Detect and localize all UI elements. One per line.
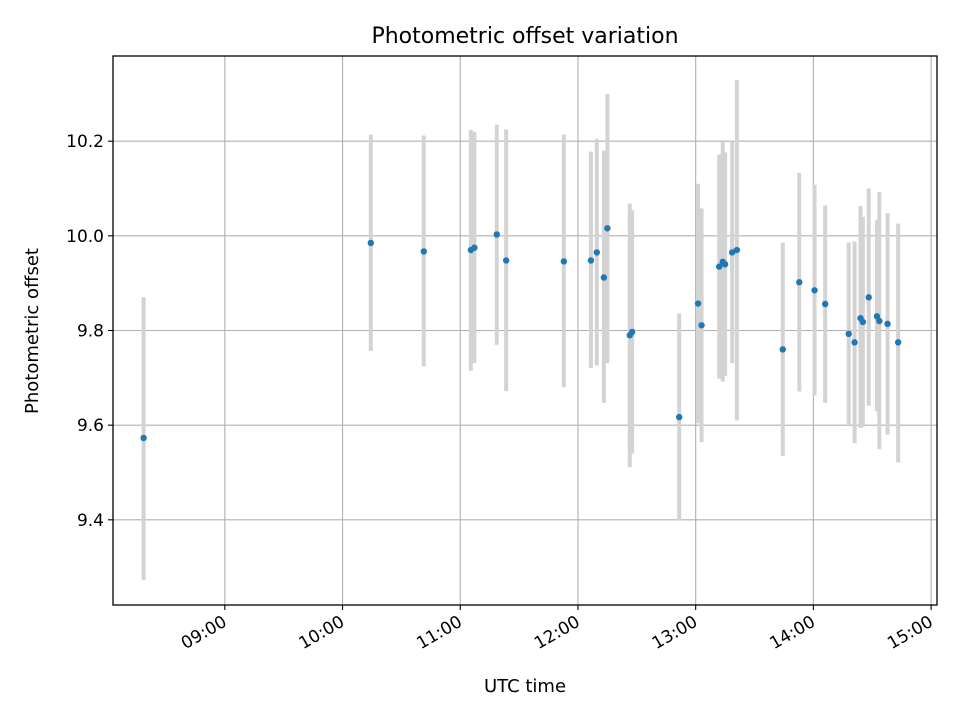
data-point — [821, 300, 829, 308]
data-point — [779, 346, 786, 353]
data-point — [733, 246, 741, 254]
data-points — [140, 225, 902, 442]
data-point — [560, 258, 568, 265]
data-point — [587, 257, 595, 264]
data-point — [873, 313, 881, 320]
data-point — [796, 279, 803, 286]
x-axis-label: UTC time — [484, 676, 566, 697]
data-point — [420, 248, 427, 255]
data-point — [502, 257, 510, 264]
data-point — [845, 330, 852, 338]
data-point — [140, 434, 147, 442]
data-point — [811, 287, 818, 294]
data-point — [604, 225, 611, 232]
data-point — [721, 261, 729, 268]
data-point — [894, 339, 902, 346]
data-point — [876, 317, 883, 325]
data-point — [851, 339, 858, 346]
data-point — [694, 300, 702, 307]
data-point — [859, 318, 867, 326]
y-tick-label: 9.8 — [77, 322, 104, 342]
chart-title: Photometric offset variation — [371, 24, 678, 49]
data-point — [676, 413, 683, 421]
y-tick-label: 10.2 — [66, 132, 104, 152]
data-point — [600, 274, 608, 281]
data-point — [367, 239, 374, 247]
y-tick-label: 9.4 — [77, 511, 104, 531]
data-point — [716, 263, 723, 270]
y-axis-label: Photometric offset — [22, 248, 43, 414]
data-point — [493, 231, 500, 238]
data-point — [593, 249, 601, 256]
data-point — [471, 244, 478, 251]
data-point — [865, 294, 872, 301]
data-point — [884, 320, 891, 328]
data-point — [698, 322, 705, 329]
data-point — [628, 328, 636, 336]
y-tick-label: 9.6 — [77, 416, 104, 436]
y-tick-label: 10.0 — [66, 227, 104, 247]
data-point — [728, 249, 736, 256]
